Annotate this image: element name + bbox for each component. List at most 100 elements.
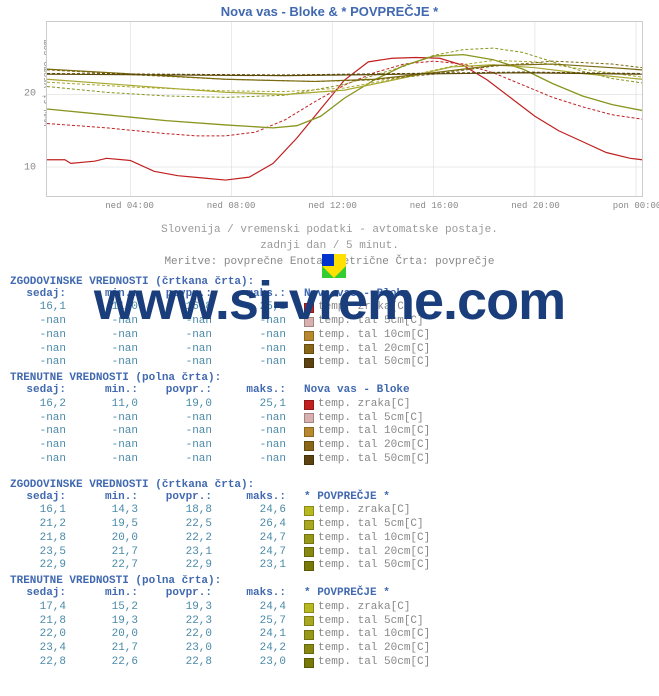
color-swatch-icon bbox=[304, 603, 314, 613]
cell: 19,0 bbox=[150, 398, 224, 412]
table-row: -nan-nan-nan-nantemp. tal 10cm[C] bbox=[0, 425, 659, 439]
cell: 21,7 bbox=[78, 642, 150, 656]
row-label: temp. tal 10cm[C] bbox=[298, 628, 659, 642]
cell: -nan bbox=[150, 453, 224, 467]
column-header: sedaj: bbox=[10, 288, 78, 302]
color-swatch-icon bbox=[304, 317, 314, 327]
cell: 20,0 bbox=[78, 628, 150, 642]
cell: -nan bbox=[10, 425, 78, 439]
cell: 14,3 bbox=[78, 504, 150, 518]
table-row: -nan-nan-nan-nantemp. tal 50cm[C] bbox=[0, 356, 659, 370]
subtitle-2: zadnji dan / 5 minut. bbox=[0, 239, 659, 253]
cell: 24,7 bbox=[224, 546, 298, 560]
cell: 21,8 bbox=[10, 615, 78, 629]
table-row: 21,219,522,526,4temp. tal 5cm[C] bbox=[0, 518, 659, 532]
cell: 24,6 bbox=[224, 504, 298, 518]
row-label: temp. tal 5cm[C] bbox=[298, 315, 659, 329]
x-tick: ned 16:00 bbox=[410, 201, 459, 211]
chart-title: Nova vas - Bloke & * POVPREČJE * bbox=[0, 0, 659, 21]
cell: -nan bbox=[150, 439, 224, 453]
row-label-text: temp. zraka[C] bbox=[318, 504, 410, 518]
cell: -nan bbox=[78, 356, 150, 370]
section-header: ZGODOVINSKE VREDNOSTI (črtkana črta): bbox=[0, 477, 659, 491]
row-label: temp. tal 10cm[C] bbox=[298, 532, 659, 546]
cell: 21,7 bbox=[78, 546, 150, 560]
column-header: min.: bbox=[78, 384, 150, 398]
cell: 11,0 bbox=[78, 301, 150, 315]
cell: 22,8 bbox=[10, 656, 78, 670]
cell: 18,8 bbox=[150, 504, 224, 518]
row-label-text: temp. tal 10cm[C] bbox=[318, 425, 430, 439]
row-label-text: temp. tal 5cm[C] bbox=[318, 518, 424, 532]
cell: -nan bbox=[78, 315, 150, 329]
table-row: 17,415,219,324,4temp. zraka[C] bbox=[0, 601, 659, 615]
table-row: -nan-nan-nan-nantemp. tal 10cm[C] bbox=[0, 329, 659, 343]
cell: 21,8 bbox=[10, 532, 78, 546]
row-label-text: temp. tal 50cm[C] bbox=[318, 356, 430, 370]
cell: 22,8 bbox=[150, 656, 224, 670]
row-label-text: temp. tal 20cm[C] bbox=[318, 642, 430, 656]
color-swatch-icon bbox=[304, 644, 314, 654]
cell: -nan bbox=[224, 453, 298, 467]
table-row: 23,421,723,024,2temp. tal 20cm[C] bbox=[0, 642, 659, 656]
row-label-text: temp. zraka[C] bbox=[318, 398, 410, 412]
cell: -nan bbox=[10, 439, 78, 453]
color-swatch-icon bbox=[304, 344, 314, 354]
cell: -nan bbox=[150, 356, 224, 370]
subtitle-1: Slovenija / vremenski podatki - avtomats… bbox=[0, 223, 659, 237]
color-swatch-icon bbox=[304, 413, 314, 423]
legend-square-icon bbox=[322, 254, 346, 278]
cell: 23,0 bbox=[224, 656, 298, 670]
cell: -nan bbox=[224, 329, 298, 343]
row-label-text: temp. tal 5cm[C] bbox=[318, 615, 424, 629]
table-row: -nan-nan-nan-nantemp. tal 50cm[C] bbox=[0, 453, 659, 467]
y-tick: 20 bbox=[24, 89, 36, 100]
cell: 22,2 bbox=[150, 532, 224, 546]
cell: 22,9 bbox=[10, 559, 78, 573]
row-label-text: temp. tal 20cm[C] bbox=[318, 439, 430, 453]
row-label: temp. zraka[C] bbox=[298, 601, 659, 615]
cell: 19,3 bbox=[150, 601, 224, 615]
cell: -nan bbox=[78, 412, 150, 426]
color-swatch-icon bbox=[304, 506, 314, 516]
column-header: maks.: bbox=[224, 491, 298, 505]
cell: 19,5 bbox=[78, 518, 150, 532]
row-label-text: temp. tal 5cm[C] bbox=[318, 412, 424, 426]
color-swatch-icon bbox=[304, 427, 314, 437]
cell: 22,5 bbox=[150, 518, 224, 532]
cell: 24,1 bbox=[224, 628, 298, 642]
cell: 22,6 bbox=[78, 656, 150, 670]
cell: -nan bbox=[10, 315, 78, 329]
column-header-label: * POVPREČJE * bbox=[298, 491, 659, 505]
column-header: povpr.: bbox=[150, 491, 224, 505]
cell: -nan bbox=[10, 412, 78, 426]
cell: 24,7 bbox=[224, 532, 298, 546]
chart-svg bbox=[47, 22, 642, 196]
cell: 19,3 bbox=[78, 615, 150, 629]
color-swatch-icon bbox=[304, 358, 314, 368]
cell: 11,0 bbox=[78, 398, 150, 412]
x-tick: ned 08:00 bbox=[207, 201, 256, 211]
column-header-label: Nova vas - Bloke bbox=[298, 384, 659, 398]
column-header: sedaj: bbox=[10, 384, 78, 398]
column-header-row: sedaj:min.:povpr.:maks.:* POVPREČJE * bbox=[0, 491, 659, 505]
table-row: 22,020,022,024,1temp. tal 10cm[C] bbox=[0, 628, 659, 642]
cell: -nan bbox=[150, 412, 224, 426]
column-header-label: Nova vas - Bloke bbox=[298, 288, 659, 302]
y-tick: 10 bbox=[24, 162, 36, 173]
row-label: temp. tal 5cm[C] bbox=[298, 518, 659, 532]
x-tick: pon 00:00 bbox=[613, 201, 659, 211]
column-header: min.: bbox=[78, 491, 150, 505]
color-swatch-icon bbox=[304, 455, 314, 465]
color-swatch-icon bbox=[304, 630, 314, 640]
row-label: temp. tal 50cm[C] bbox=[298, 656, 659, 670]
cell: -nan bbox=[150, 329, 224, 343]
table-row: 21,819,322,325,7temp. tal 5cm[C] bbox=[0, 615, 659, 629]
cell: -nan bbox=[224, 315, 298, 329]
color-swatch-icon bbox=[304, 534, 314, 544]
row-label: temp. tal 50cm[C] bbox=[298, 356, 659, 370]
cell: 23,1 bbox=[150, 546, 224, 560]
row-label: temp. tal 20cm[C] bbox=[298, 546, 659, 560]
cell: -nan bbox=[10, 329, 78, 343]
cell: -nan bbox=[150, 343, 224, 357]
